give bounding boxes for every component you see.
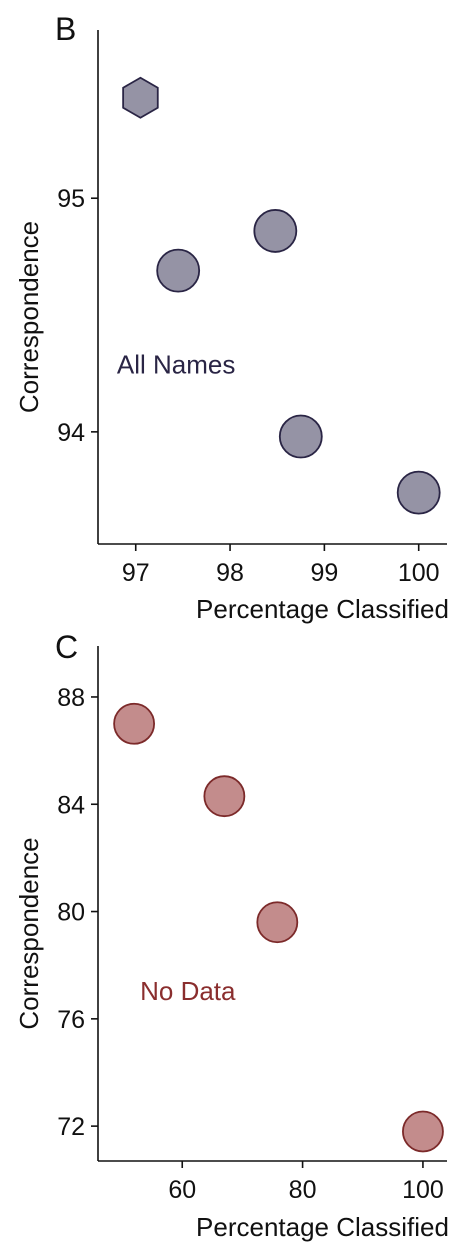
panel-label: B: [55, 11, 76, 47]
y-axis-title: Correspondence: [14, 221, 44, 413]
chart-panel-b: B 97 98 99 100 94 95 Percentage Classified Corre…: [14, 11, 449, 624]
data-point: [402, 1110, 444, 1153]
x-tick-label: 100: [398, 559, 440, 587]
chart-panel-c: C 60 80 100 72 76 80 84 88 Percentage Classified C…: [14, 629, 449, 1242]
x-axis-title: Percentage Classified: [196, 1212, 449, 1242]
y-tick-label: 76: [57, 1006, 85, 1034]
x-tick-label: 99: [310, 559, 338, 587]
data-point: [113, 702, 156, 745]
data-point-hexagon: [122, 76, 159, 119]
x-tick-label: 97: [122, 559, 150, 587]
data-point: [203, 775, 246, 818]
x-tick-label: 100: [402, 1176, 444, 1204]
series-annotation: No Data: [140, 976, 236, 1006]
x-tick-label: 60: [168, 1176, 196, 1204]
data-point: [253, 209, 298, 253]
x-axis-title: Percentage Classified: [196, 594, 449, 624]
y-tick-label: 80: [57, 899, 85, 927]
y-tick-label: 95: [57, 185, 85, 213]
y-tick-label: 88: [57, 684, 85, 712]
panel-label: C: [55, 629, 78, 665]
series-annotation: All Names: [117, 349, 235, 379]
y-tick-label: 72: [57, 1113, 85, 1141]
y-tick-label: 84: [57, 791, 85, 819]
x-tick-label: 98: [216, 559, 244, 587]
y-tick-label: 94: [57, 419, 85, 447]
x-tick-label: 80: [289, 1176, 317, 1204]
data-point: [256, 901, 299, 944]
y-axis-title: Correspondence: [14, 837, 44, 1029]
data-point: [396, 470, 441, 515]
data-point: [156, 248, 201, 293]
data-point: [278, 414, 323, 459]
